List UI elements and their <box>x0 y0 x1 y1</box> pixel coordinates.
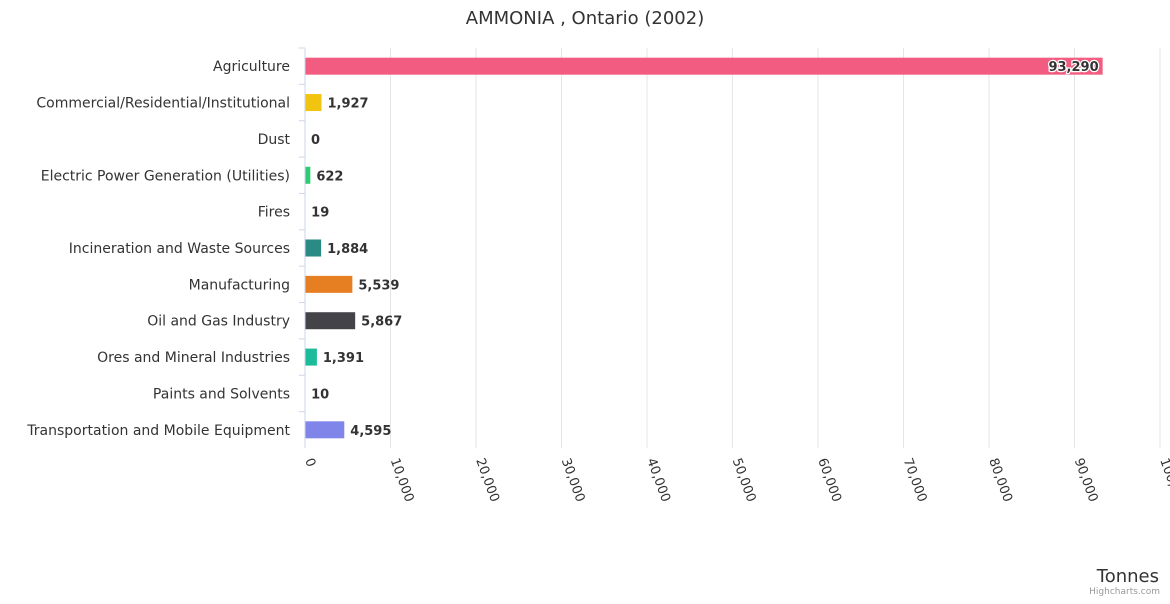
data-label: 4,595 <box>350 424 391 439</box>
x-tick-label: 80,000 <box>985 456 1015 504</box>
data-label: 1,927 <box>327 97 368 112</box>
chart-title: AMMONIA , Ontario (2002) <box>466 8 704 29</box>
x-tick-label: 0 <box>301 456 318 469</box>
data-label: 0 <box>311 133 320 148</box>
x-tick-label: 70,000 <box>900 456 930 504</box>
bar[interactable] <box>305 167 310 184</box>
data-label: 1,884 <box>327 242 368 257</box>
data-label: 5,867 <box>361 315 402 330</box>
bars <box>305 58 1103 439</box>
category-label: Oil and Gas Industry <box>147 314 290 330</box>
x-tick-label: 100,000 <box>1156 456 1170 512</box>
category-label: Paints and Solvents <box>153 386 290 402</box>
bar[interactable] <box>305 312 355 329</box>
data-label: 93,290 <box>1048 60 1098 75</box>
chart-credits[interactable]: Highcharts.com <box>1089 587 1160 597</box>
bar[interactable] <box>305 421 344 438</box>
category-label: Incineration and Waste Sources <box>69 241 290 257</box>
x-tick-label: 60,000 <box>814 456 844 504</box>
bar[interactable] <box>305 349 317 366</box>
category-label: Agriculture <box>213 59 290 75</box>
bar[interactable] <box>305 94 321 111</box>
bar[interactable] <box>305 58 1103 75</box>
x-tick-label: 50,000 <box>729 456 759 504</box>
category-label: Transportation and Mobile Equipment <box>26 423 290 439</box>
category-label: Commercial/Residential/Institutional <box>36 96 290 112</box>
data-label: 1,391 <box>323 351 364 366</box>
bar[interactable] <box>305 240 321 257</box>
category-label: Fires <box>258 205 290 221</box>
category-label: Manufacturing <box>189 277 290 293</box>
data-label: 10 <box>311 387 329 402</box>
category-label: Electric Power Generation (Utilities) <box>41 168 290 184</box>
x-tick-label: 30,000 <box>558 456 588 504</box>
x-tick-label: 40,000 <box>643 456 673 504</box>
value-axis-title: Tonnes <box>1096 566 1159 587</box>
x-tick-label: 90,000 <box>1071 456 1101 504</box>
data-labels: 93,290 1,927 0 622 19 1,884 5,539 5,867 1,391 10 4… <box>311 60 1099 439</box>
data-label: 622 <box>316 169 343 184</box>
bar[interactable] <box>305 276 352 293</box>
category-label: Ores and Mineral Industries <box>97 350 290 366</box>
category-labels: Agriculture Commercial/Residential/Instit… <box>26 48 305 439</box>
x-tick-label: 10,000 <box>387 456 417 504</box>
data-label: 19 <box>311 206 329 221</box>
value-axis-ticks: 0 10,000 20,000 30,000 40,000 50,000 60,000 70,… <box>301 456 1170 512</box>
x-tick-label: 20,000 <box>472 456 502 504</box>
category-label: Dust <box>258 132 291 148</box>
data-label: 5,539 <box>358 278 399 293</box>
grid-lines <box>391 48 1161 448</box>
